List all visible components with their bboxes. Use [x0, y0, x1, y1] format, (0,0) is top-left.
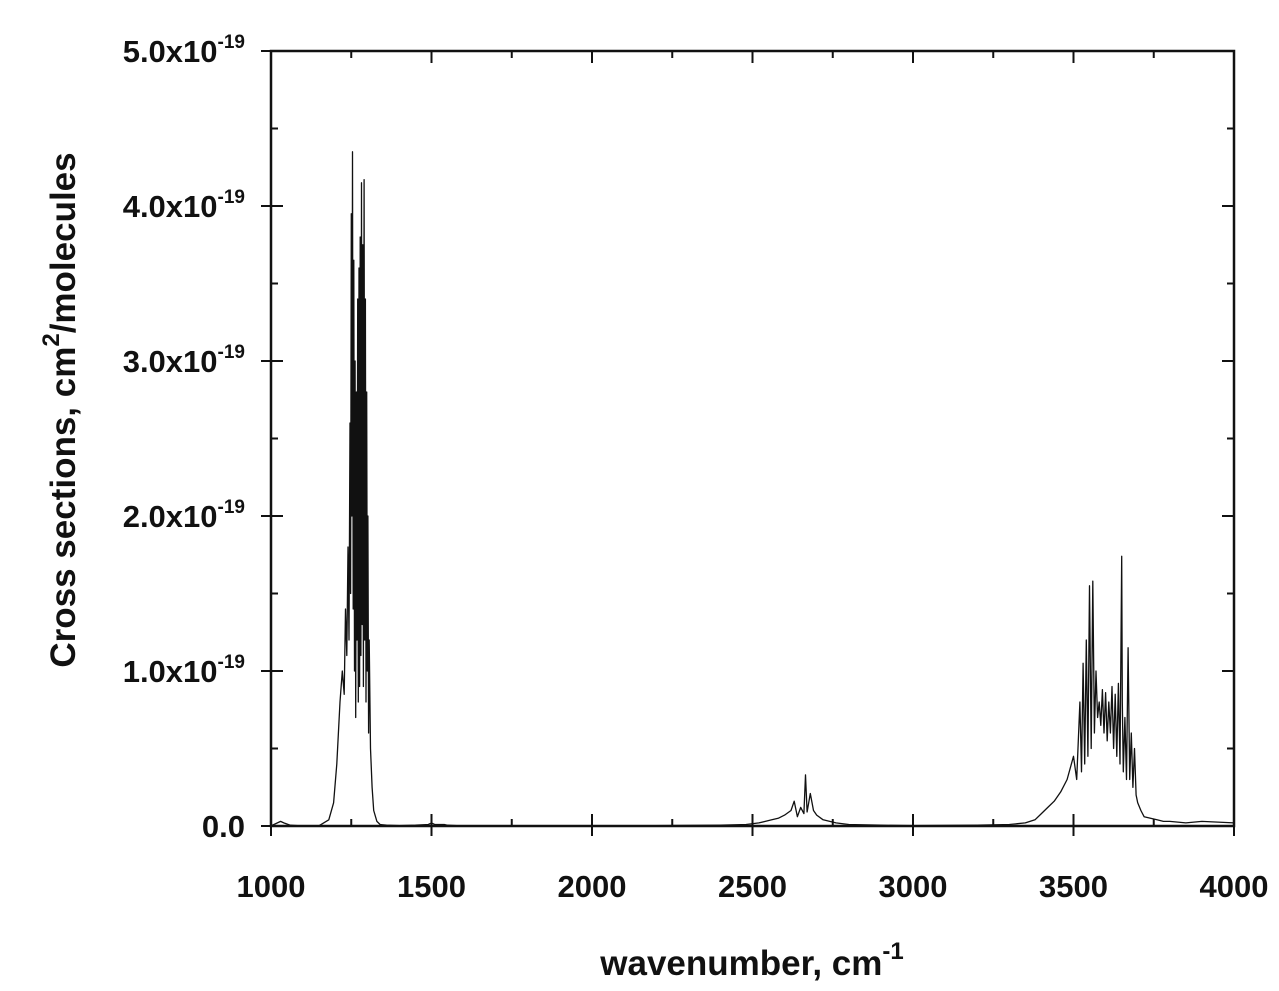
x-tick-label: 3500: [1039, 869, 1108, 904]
x-axis-tick-labels: 1000 1500 2000 2500 3000 3500 4000: [237, 869, 1269, 904]
y-tick-label: 0.0: [202, 809, 245, 844]
x-tick-label: 1500: [397, 869, 466, 904]
y-axis-title-suffix: /molecules: [44, 152, 83, 333]
y-tick-mantissa: 4.0x10: [123, 189, 218, 224]
y-axis-tick-labels: 0.01.0x10-192.0x10-193.0x10-194.0x10-195…: [123, 32, 245, 844]
y-tick-mantissa: 3.0x10: [123, 344, 218, 379]
y-tick-exponent: -19: [218, 32, 245, 53]
y-tick-exponent: -19: [218, 187, 245, 208]
y-tick-label: 1.0x10-19: [123, 652, 245, 689]
x-axis-title-superscript: -1: [882, 938, 903, 965]
x-axis-title-text: wavenumber, cm: [599, 944, 882, 983]
y-tick-mantissa: 0.0: [202, 809, 245, 844]
y-tick-mantissa: 2.0x10: [123, 499, 218, 534]
y-tick-exponent: -19: [218, 342, 245, 363]
y-tick-exponent: -19: [218, 497, 245, 518]
x-tick-label: 3000: [879, 869, 948, 904]
y-axis-title-text: Cross sections, cm: [44, 347, 83, 668]
y-axis-title: Cross sections, cm2/molecules: [38, 152, 83, 667]
x-tick-label: 4000: [1200, 869, 1269, 904]
y-tick-label: 2.0x10-19: [123, 497, 245, 534]
plot-frame: [269, 49, 1236, 828]
x-tick-label: 2000: [558, 869, 627, 904]
series-group: [270, 151, 1235, 827]
y-tick-exponent: -19: [218, 652, 245, 673]
y-tick-mantissa: 5.0x10: [123, 34, 218, 69]
y-tick-label: 3.0x10-19: [123, 342, 245, 379]
x-tick-label: 2500: [718, 869, 787, 904]
spectrum-line: [270, 151, 1235, 827]
x-axis-title: wavenumber, cm-1: [599, 938, 903, 983]
y-tick-mantissa: 1.0x10: [123, 654, 218, 689]
y-tick-label: 4.0x10-19: [123, 187, 245, 224]
x-tick-label: 1000: [237, 869, 306, 904]
y-axis-title-superscript: 2: [38, 333, 65, 346]
y-tick-label: 5.0x10-19: [123, 32, 245, 69]
